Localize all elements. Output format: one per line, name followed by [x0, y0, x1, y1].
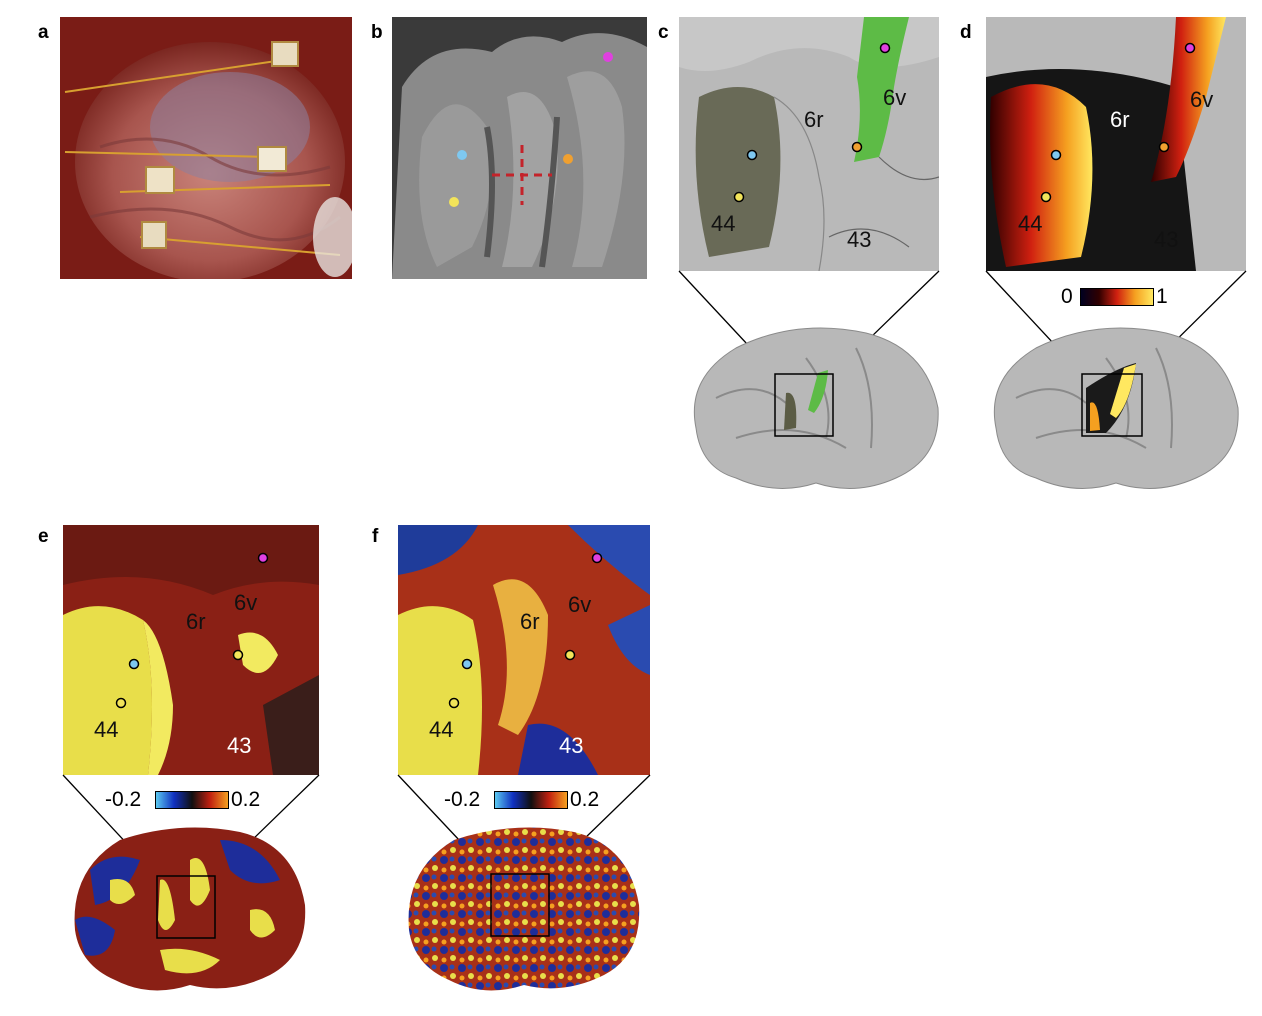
colorbar-max: 0.2: [570, 788, 600, 811]
whole-brain-f: [408, 827, 640, 991]
label-44: 44: [711, 211, 735, 236]
label-6r: 6r: [520, 609, 540, 634]
area-parcellation-view: 6r 6v 44 43: [679, 17, 939, 271]
whole-brain-c: [693, 327, 939, 489]
colorbar-gradient: [1080, 288, 1154, 306]
colorbar-gradient: [155, 791, 229, 809]
surface-crosshair-view: [392, 17, 647, 279]
label-6r: 6r: [186, 609, 206, 634]
whole-brain-e: [74, 827, 306, 991]
colorbar-gradient: [494, 791, 568, 809]
label-43: 43: [847, 227, 871, 252]
label-6v: 6v: [1190, 87, 1213, 112]
colorbar-max: 0.2: [231, 788, 261, 811]
colorbar-f: -0.2 0.2: [444, 787, 624, 811]
label-43: 43: [559, 733, 583, 758]
colorbar-max: 1: [1156, 285, 1168, 308]
label-6v: 6v: [234, 590, 257, 615]
label-44: 44: [1018, 211, 1042, 236]
panel-label-c: c: [658, 22, 669, 43]
colorbar-e: -0.2 0.2: [105, 787, 285, 811]
surgical-photo: [60, 17, 352, 279]
panel-label-e: e: [38, 526, 49, 547]
panel-label-b: b: [371, 22, 383, 43]
heat-overlay-view: 6r 6v 44 43: [986, 17, 1246, 271]
correlation-view-f: 6r 6v 44 43: [398, 525, 650, 775]
colorbar-min: 0: [1061, 285, 1073, 308]
label-6v: 6v: [568, 592, 591, 617]
label-44: 44: [429, 717, 453, 742]
label-6r: 6r: [1110, 107, 1130, 132]
correlation-view-e: 6r 6v 44 43: [63, 525, 319, 775]
panel-label-f: f: [372, 526, 379, 547]
label-43: 43: [227, 733, 251, 758]
label-44: 44: [94, 717, 118, 742]
colorbar-min: -0.2: [444, 788, 481, 811]
label-6r: 6r: [804, 107, 824, 132]
whole-brain-d: [993, 327, 1239, 489]
colorbar-min: -0.2: [105, 788, 142, 811]
panel-label-a: a: [38, 22, 49, 43]
label-6v: 6v: [883, 85, 906, 110]
panel-label-d: d: [960, 22, 972, 43]
label-43: 43: [1154, 227, 1178, 252]
colorbar-d: 0 1: [1058, 284, 1198, 308]
